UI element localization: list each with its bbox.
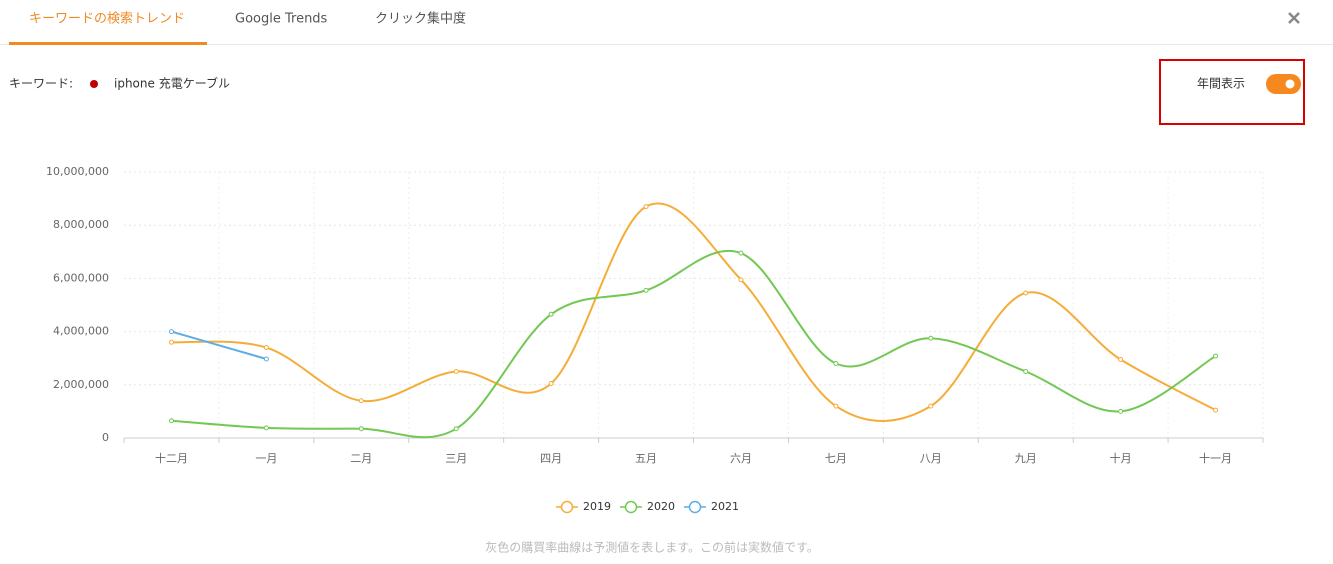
y-tick-label: 0 <box>102 431 109 444</box>
data-point <box>643 287 649 293</box>
x-tick-label: 十一月 <box>1199 451 1232 465</box>
x-tick-label: 二月 <box>350 452 372 465</box>
y-tick-label: 10,000,000 <box>46 165 109 178</box>
data-point <box>1213 353 1219 359</box>
toggle-label: 年間表示 <box>1197 77 1245 91</box>
x-tick-label: 十月 <box>1110 451 1132 465</box>
highlight-box <box>1159 59 1305 125</box>
legend-marker[interactable] <box>688 500 702 514</box>
data-point <box>453 426 459 432</box>
data-point <box>1023 290 1029 296</box>
tab[interactable]: Google Trends <box>235 12 328 27</box>
data-point <box>928 335 934 341</box>
data-point <box>643 204 649 210</box>
x-tick-label: 一月 <box>255 452 277 465</box>
legend-label[interactable]: 2019 <box>583 500 611 513</box>
legend-label[interactable]: 2020 <box>647 500 675 513</box>
data-point <box>833 403 839 409</box>
data-point <box>168 329 174 335</box>
data-point <box>1213 407 1219 413</box>
toggle-knob[interactable] <box>1285 79 1295 89</box>
legend-marker[interactable] <box>560 500 574 514</box>
toggle-track[interactable] <box>1266 74 1301 94</box>
data-point <box>738 250 744 256</box>
x-tick-label: 七月 <box>825 452 847 465</box>
data-point <box>453 369 459 374</box>
y-tick-label: 8,000,000 <box>53 218 109 231</box>
data-point <box>833 361 839 367</box>
close-icon[interactable] <box>1288 12 1300 24</box>
data-point <box>548 311 554 317</box>
toggle[interactable] <box>1266 74 1301 94</box>
data-point <box>548 380 554 386</box>
x-tick-label: 八月 <box>920 452 942 465</box>
tab[interactable]: キーワードの検索トレンド <box>29 12 185 27</box>
x-tick-label: 四月 <box>540 452 562 465</box>
data-point <box>358 398 364 404</box>
data-point <box>168 418 174 424</box>
tab-underline <box>9 42 207 45</box>
legend-label[interactable]: 2021 <box>711 500 739 513</box>
data-point <box>1023 369 1029 374</box>
data-point <box>263 356 269 362</box>
data-point <box>358 426 364 432</box>
data-point <box>263 425 269 431</box>
keyword-label: キーワード: <box>9 77 73 91</box>
data-point <box>738 277 744 283</box>
y-tick-label: 4,000,000 <box>53 325 109 338</box>
keyword-value: iphone 充電ケーブル <box>114 76 230 91</box>
series-line <box>171 330 267 360</box>
x-tick-label: 九月 <box>1015 452 1037 465</box>
data-point <box>928 403 934 409</box>
data-point <box>1118 357 1124 363</box>
data-point <box>168 339 174 345</box>
legend-marker[interactable] <box>624 500 638 514</box>
x-tick-label: 六月 <box>730 452 752 465</box>
x-tick-label: 三月 <box>445 452 467 465</box>
keyword-dot <box>90 80 98 88</box>
tab[interactable]: クリック集中度 <box>375 11 466 27</box>
x-tick-label: 五月 <box>635 452 657 465</box>
x-tick-label: 十二月 <box>155 451 188 465</box>
data-point <box>263 345 269 351</box>
data-point <box>1118 408 1124 414</box>
chart: 0 2,000,000 4,000,000 6,000,000 8,000,000 10,… <box>46 165 1264 514</box>
y-tick-label: 6,000,000 <box>53 271 109 284</box>
y-tick-label: 2,000,000 <box>53 378 109 391</box>
note: 灰色の購買率曲線は予測値を表します。この前は実数値です。 <box>485 540 819 555</box>
tab-bar: キーワードの検索トレンド Google Trends クリック集中度 <box>9 11 466 45</box>
